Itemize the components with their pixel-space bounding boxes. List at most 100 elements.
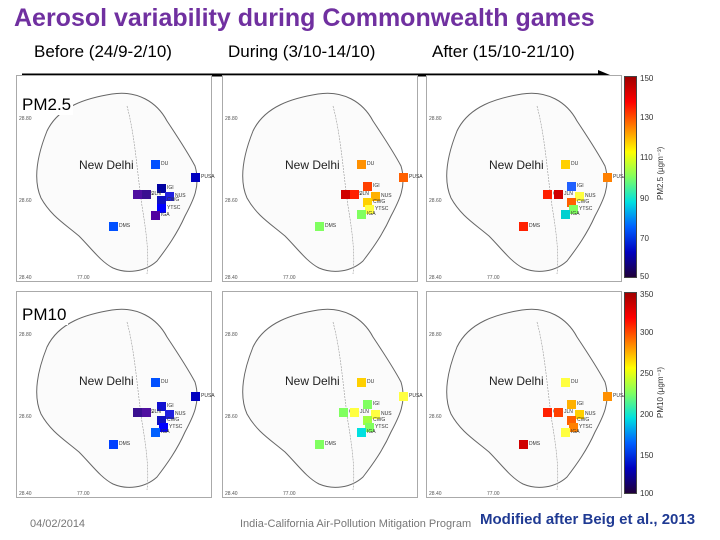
station-label: NUS	[381, 411, 392, 417]
station-label: NUS	[175, 193, 186, 199]
station-marker	[315, 222, 324, 231]
station-label: DMS	[529, 441, 541, 447]
station-marker	[561, 428, 570, 437]
lat-tick-label: 28.40	[225, 491, 238, 497]
pm10-tick: 250	[640, 369, 654, 378]
station-marker	[315, 440, 324, 449]
station-label: DMS	[119, 441, 131, 447]
row-label-pm10: PM10	[20, 305, 69, 325]
station-marker	[363, 400, 372, 409]
city-label: New Delhi	[489, 374, 544, 388]
station-label: IGI	[577, 183, 584, 189]
station-label: DMS	[325, 441, 337, 447]
station-marker	[561, 378, 570, 387]
city-label: New Delhi	[285, 158, 340, 172]
station-marker	[357, 428, 366, 437]
station-label: DMS	[529, 223, 541, 229]
station-marker	[157, 196, 166, 205]
lat-tick-label: 28.40	[429, 491, 442, 497]
station-marker	[543, 408, 552, 417]
lat-tick-label: 28.80	[19, 332, 32, 338]
city-label: New Delhi	[489, 158, 544, 172]
city-label: New Delhi	[79, 158, 134, 172]
station-label: YTSC	[375, 424, 389, 430]
lat-tick-label: 28.80	[225, 116, 238, 122]
station-label: IGI	[167, 403, 174, 409]
station-marker	[543, 190, 552, 199]
station-label: IGA	[161, 429, 170, 435]
station-marker	[142, 190, 151, 199]
pm10-tick: 100	[640, 489, 654, 498]
station-marker	[567, 416, 576, 425]
station-marker	[569, 205, 578, 214]
pm25-tick: 130	[640, 113, 654, 122]
station-marker	[133, 408, 142, 417]
station-label: IGA	[367, 211, 376, 217]
lat-tick-label: 28.40	[429, 275, 442, 281]
pm10-tick: 300	[640, 328, 654, 337]
station-label: PUSA	[409, 393, 423, 399]
pm10-tick: 200	[640, 410, 654, 419]
station-marker	[399, 173, 408, 182]
lon-tick-label: 77.00	[283, 275, 296, 281]
station-label: CWG	[373, 199, 386, 205]
pm10-tick: 150	[640, 451, 654, 460]
station-label: DU	[571, 379, 579, 385]
station-label: PUSA	[613, 393, 627, 399]
pm25-tick: 90	[640, 194, 649, 203]
station-marker	[371, 410, 380, 419]
pm25-colorbar	[624, 76, 637, 278]
slide-title: Aerosol variability during Commonwealth …	[14, 4, 595, 32]
pm25-tick: 70	[640, 234, 649, 243]
station-marker	[357, 210, 366, 219]
station-label: NUS	[585, 193, 596, 199]
station-marker	[363, 416, 372, 425]
lon-tick-label: 77.00	[77, 491, 90, 497]
station-marker	[519, 222, 528, 231]
lon-tick-label: 77.00	[283, 491, 296, 497]
station-marker	[603, 173, 612, 182]
station-label: DU	[161, 161, 169, 167]
station-marker	[341, 190, 350, 199]
station-label: PUSA	[201, 393, 215, 399]
station-marker	[357, 378, 366, 387]
station-label: IGI	[373, 183, 380, 189]
station-label: YTSC	[375, 206, 389, 212]
station-marker	[569, 423, 578, 432]
period-after-label: After (15/10-21/10)	[432, 42, 575, 61]
lon-tick-label: 77.00	[77, 275, 90, 281]
station-marker	[151, 378, 160, 387]
city-label: New Delhi	[285, 374, 340, 388]
city-label: New Delhi	[79, 374, 134, 388]
station-marker	[603, 392, 612, 401]
station-label: CWG	[167, 197, 180, 203]
station-label: YTSC	[579, 424, 593, 430]
station-marker	[567, 182, 576, 191]
pm25-tick: 110	[640, 153, 653, 162]
station-marker	[554, 408, 563, 417]
lat-tick-label: 28.80	[429, 116, 442, 122]
station-marker	[399, 392, 408, 401]
station-marker	[567, 198, 576, 207]
station-label: JLN	[564, 191, 573, 197]
station-label: DU	[571, 161, 579, 167]
lon-tick-label: 77.00	[487, 275, 500, 281]
lon-tick-label: 77.00	[487, 491, 500, 497]
station-label: YTSC	[169, 424, 183, 430]
station-label: JLN	[152, 191, 161, 197]
period-before-label: Before (24/9-2/10)	[34, 42, 172, 61]
station-label: IGA	[571, 429, 580, 435]
station-label: IGI	[167, 185, 174, 191]
station-label: DU	[161, 379, 169, 385]
pm25-unit-label: PM2.5 (µgm⁻³)	[656, 146, 665, 200]
station-marker	[365, 423, 374, 432]
station-marker	[339, 408, 348, 417]
lat-tick-label: 28.60	[429, 414, 442, 420]
pm25-tick: 150	[640, 74, 654, 83]
station-marker	[157, 184, 166, 193]
lat-tick-label: 28.60	[19, 198, 32, 204]
station-marker	[151, 428, 160, 437]
station-label: CWG	[577, 199, 590, 205]
